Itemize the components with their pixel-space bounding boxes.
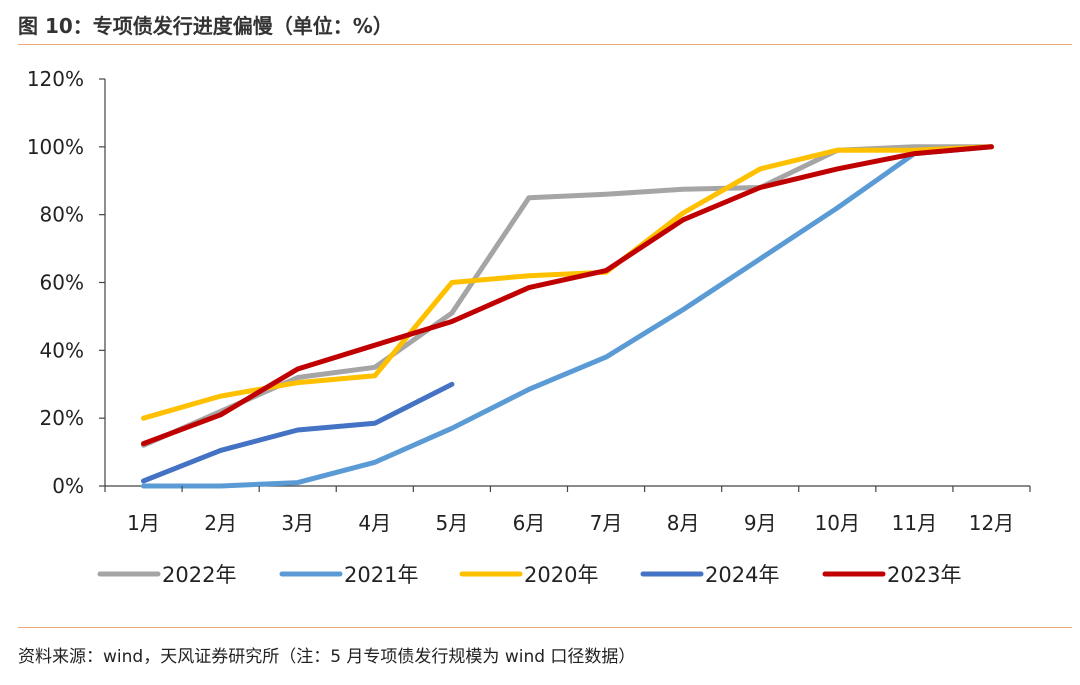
legend-label: 2020年 — [524, 563, 598, 587]
series-line-2021年 — [141, 144, 994, 489]
legend-label: 2023年 — [887, 563, 961, 587]
y-tick-label: 0% — [52, 474, 84, 498]
series-line-2023年 — [141, 144, 994, 447]
top-divider — [18, 44, 1072, 45]
x-tick-label: 10月 — [815, 511, 860, 535]
y-tick-label: 100% — [27, 135, 84, 159]
y-tick-label: 20% — [40, 406, 84, 430]
y-tick-label: 120% — [27, 67, 84, 91]
x-tick-label: 5月 — [436, 511, 469, 535]
x-tick-label: 7月 — [590, 511, 623, 535]
x-tick-label: 11月 — [892, 511, 937, 535]
x-tick-label: 1月 — [127, 511, 160, 535]
x-tick-label: 9月 — [744, 511, 777, 535]
series-line-2020年 — [141, 144, 994, 421]
legend-label: 2024年 — [705, 563, 779, 587]
series-line-2024年 — [141, 381, 455, 484]
chart-legend: 2022年 2021年 2020年 2024年 2023年 — [97, 563, 961, 587]
chart-title: 图 10：专项债发行进度偏慢（单位：%） — [18, 14, 393, 38]
chart-series — [141, 144, 994, 489]
source-note: 资料来源：wind，天风证券研究所（注：5 月专项债发行规模为 wind 口径数… — [18, 647, 636, 667]
bottom-divider — [18, 627, 1072, 628]
chart-axes — [104, 79, 1030, 487]
x-axis-ticks: 1月 2月 3月 4月 5月 6月 7月 8月 9月 10月 11月 12月 — [104, 486, 1031, 535]
y-tick-label: 80% — [40, 203, 84, 227]
y-tick-label: 40% — [40, 338, 84, 362]
y-tick-label: 60% — [40, 271, 84, 295]
legend-label: 2022年 — [162, 563, 236, 587]
x-tick-label: 12月 — [969, 511, 1014, 535]
x-tick-label: 6月 — [513, 511, 546, 535]
x-tick-label: 2月 — [204, 511, 237, 535]
y-axis-ticks: 0% 20% 40% 60% 80% 100% 120% — [27, 67, 105, 498]
x-tick-label: 3月 — [281, 511, 314, 535]
legend-label: 2021年 — [344, 563, 418, 587]
x-tick-label: 4月 — [358, 511, 391, 535]
x-tick-label: 8月 — [667, 511, 700, 535]
